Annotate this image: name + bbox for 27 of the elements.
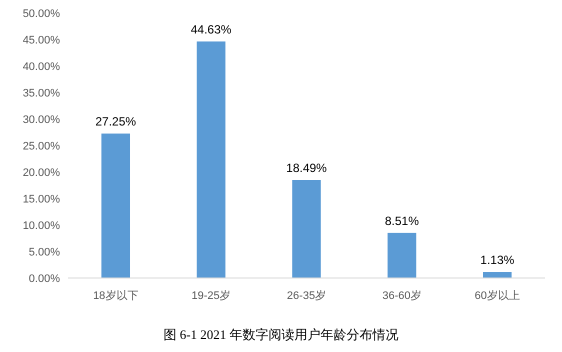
y-tick-label: 50.00%: [22, 8, 60, 20]
bar: [388, 232, 416, 278]
x-tick-label: 60岁以上: [474, 289, 520, 302]
data-label: 18.49%: [286, 161, 328, 176]
data-label: 27.25%: [95, 114, 136, 129]
y-tick-label: 0.00%: [28, 273, 60, 285]
text: 图 6-1 2021 年数字阅读用户年龄分布情况: [163, 327, 399, 342]
bar: [196, 41, 226, 278]
y-tick-label: 30.00%: [22, 114, 60, 126]
x-tick-label: 18岁以下: [93, 289, 138, 302]
bar: [482, 272, 512, 278]
bar: [101, 134, 130, 278]
data-label: 44.63%: [190, 22, 232, 36]
y-tick-label: 45.00%: [22, 34, 60, 46]
y-tick-label: 35.00%: [22, 88, 60, 100]
y-tick-label: 40.00%: [22, 61, 60, 73]
y-tick-label: 25.00%: [22, 140, 60, 152]
y-tick-label: 15.00%: [22, 194, 60, 206]
x-tick-label: 36-60岁: [382, 290, 422, 302]
bar: [292, 180, 321, 278]
x-tick-label: 26-35岁: [286, 290, 326, 302]
y-tick-label: 20.00%: [22, 167, 60, 179]
data-label: 8.51%: [384, 214, 420, 228]
data-label: 1.13%: [480, 253, 515, 268]
y-tick-label: 10.00%: [22, 220, 60, 232]
y-tick-label: 5.00%: [28, 246, 60, 258]
x-tick-label: 19-25岁: [192, 290, 231, 302]
